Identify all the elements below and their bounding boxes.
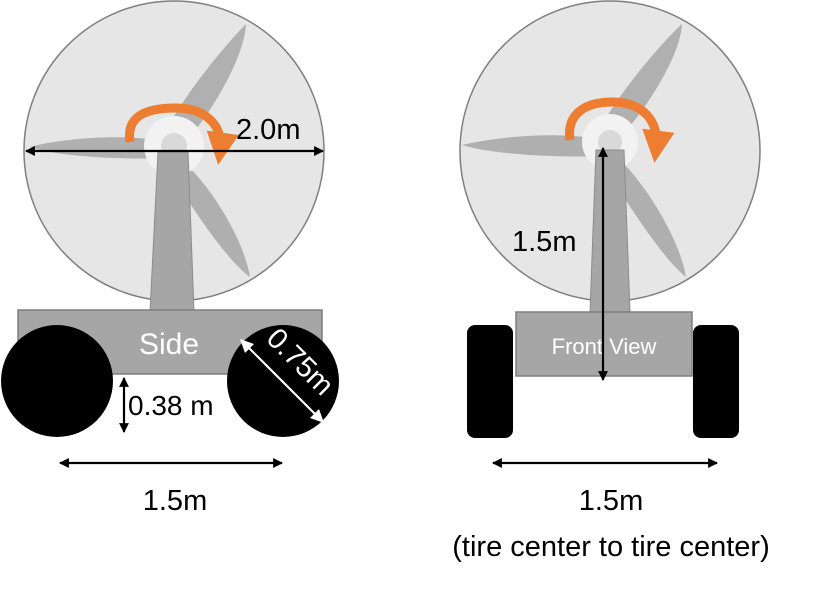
side-rotor-diameter-label: 2.0m: [236, 114, 300, 146]
side-tower: [149, 151, 195, 313]
side-view: 2.0m Side 0.75m 0.38 m 1.5m: [1, 0, 340, 517]
side-blade-top: [160, 24, 246, 146]
side-rotation-arrow: [125, 103, 239, 165]
front-track-width-label: 1.5m: [579, 485, 643, 517]
front-track-width-note: (tire center to tire center): [452, 531, 770, 563]
front-view: Front View 1.5m 1.5m (tire center to tir…: [452, 0, 770, 563]
front-hub-height-label: 1.5m: [512, 226, 576, 258]
side-wheel-diameter-arrowhead-a: [240, 339, 254, 353]
side-body-label: Side: [139, 328, 199, 361]
front-rotation-arrow: [565, 97, 675, 163]
front-left-tire: [467, 325, 513, 438]
side-wheel-diameter-line: [242, 341, 322, 421]
side-rear-wheel: [1, 325, 113, 437]
front-right-tire: [693, 325, 739, 438]
front-blade-left: [462, 135, 604, 157]
front-blade-top: [596, 24, 682, 140]
front-tower: [589, 149, 631, 313]
side-ground-clearance-label: 0.38 m: [128, 390, 214, 421]
side-wheel-diameter-arrowhead-b: [310, 409, 324, 423]
side-wheelbase-label: 1.5m: [143, 485, 207, 517]
